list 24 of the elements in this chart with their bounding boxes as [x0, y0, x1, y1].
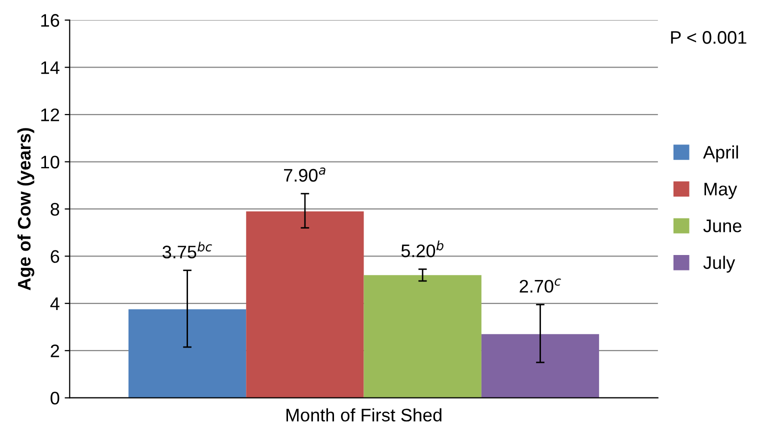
y-axis-title: Age of Cow (years) — [17, 128, 34, 290]
bar — [128, 309, 246, 398]
y-tick-label: 16 — [41, 14, 60, 27]
data-label: 7.90$^{a}$ — [284, 168, 326, 182]
bar — [481, 334, 600, 398]
bar — [364, 275, 482, 398]
y-tick-label: 6 — [50, 250, 60, 263]
x-axis-title: Month of First Shed — [286, 408, 442, 422]
y-tick-label: 8 — [50, 202, 60, 216]
data-label: 2.70$^{c}$ — [520, 278, 561, 293]
data-label: 3.75$^{bc}$ — [162, 242, 212, 258]
legend-label: May — [704, 182, 738, 200]
y-tick-label: 0 — [50, 392, 60, 405]
legend-label: June — [703, 220, 742, 232]
legend-label: April — [703, 145, 738, 162]
y-tick-label: 10 — [41, 156, 60, 168]
legend-label: July — [703, 256, 736, 273]
bar — [246, 211, 364, 398]
data-label: 5.20$^{b}$ — [401, 240, 444, 258]
y-tick-label: 12 — [41, 108, 60, 122]
y-tick-label: 4 — [50, 298, 60, 310]
text: P < 0.001 — [671, 31, 746, 44]
y-tick-label: 2 — [50, 344, 60, 358]
y-tick-label: 14 — [41, 61, 60, 74]
